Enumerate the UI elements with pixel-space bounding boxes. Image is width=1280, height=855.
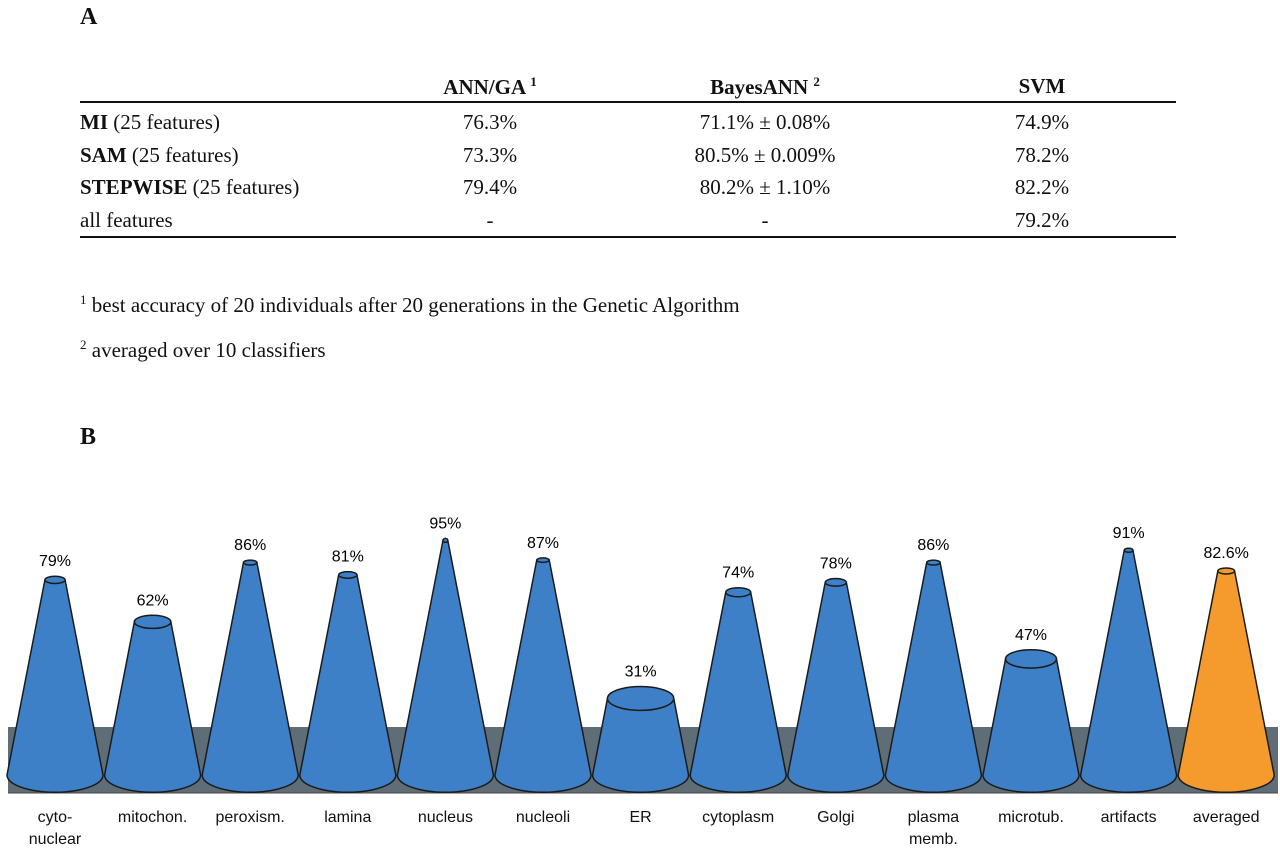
header-text: BayesANN — [710, 75, 809, 99]
x-tick-label: nucleus — [417, 809, 473, 826]
table-cell: 76.3% — [462, 110, 518, 134]
x-tick-label: cyto- nuclear — [28, 809, 82, 848]
cone-top — [442, 537, 449, 544]
column-header: BayesANN 2 — [645, 74, 885, 100]
cone-top — [337, 570, 358, 579]
panel-label: B — [80, 424, 97, 450]
cone-top — [724, 586, 752, 598]
cone — [494, 559, 592, 794]
cone-top — [1004, 649, 1058, 669]
value-label: 62% — [137, 592, 169, 609]
column-header: ANN/GA 1 — [370, 74, 610, 100]
value-label: 79% — [39, 553, 71, 570]
row-label-text: (25 features) — [192, 175, 300, 199]
x-tick-label: peroxism. — [215, 809, 285, 826]
table-cell: 73.3% — [462, 143, 518, 167]
footnote: 2 averaged over 10 classifiers — [80, 337, 326, 363]
cone-top — [606, 685, 675, 712]
value-label: 31% — [625, 664, 657, 681]
footnote-text: best accuracy of 20 individuals after 20… — [91, 293, 740, 317]
table-cell: 79.4% — [462, 175, 518, 199]
table-rule — [80, 236, 1176, 238]
header-sup: 1 — [530, 74, 537, 89]
x-tick-label: ER — [629, 809, 652, 826]
cone — [396, 539, 495, 794]
row-label: MI (25 features) — [80, 110, 220, 135]
table-cell: - — [486, 208, 494, 232]
table-rule — [80, 101, 1176, 103]
cone — [884, 561, 983, 794]
table-cell: - — [761, 208, 769, 232]
cone-top — [536, 557, 550, 564]
cone — [1079, 549, 1178, 794]
header-text: ANN/GA — [443, 75, 525, 99]
row-label: STEPWISE (25 features) — [80, 175, 299, 200]
x-tick-label: plasma memb. — [907, 809, 960, 848]
x-tick-label: cytoplasm — [702, 809, 775, 826]
x-tick-label: microtub. — [998, 809, 1064, 826]
table-cell: 80.5% ± 0.009% — [694, 143, 836, 167]
cone — [982, 658, 1080, 794]
table-cell: 80.2% ± 1.10% — [699, 175, 831, 199]
cone — [591, 697, 690, 794]
cone — [1177, 570, 1275, 794]
row-label-bold: MI — [80, 110, 108, 134]
x-tick-label: nucleoli — [515, 809, 571, 826]
value-label: 91% — [1113, 525, 1145, 542]
row-label-bold: SAM — [80, 143, 127, 167]
header-sup: 2 — [813, 74, 820, 89]
panel-label: A — [80, 4, 98, 30]
cone — [689, 591, 787, 794]
footnote-mark: 2 — [80, 337, 87, 352]
x-tick-label: lamina — [324, 809, 372, 826]
cone — [6, 579, 104, 794]
value-label: 86% — [917, 537, 949, 554]
footnote: 1 best accuracy of 20 individuals after … — [80, 292, 740, 318]
row-label-text: (25 features) — [113, 110, 220, 134]
value-label: 81% — [332, 549, 364, 566]
row-label-bold: STEPWISE — [80, 175, 188, 199]
table-cell: 74.9% — [1014, 110, 1070, 134]
value-label: 82.6% — [1204, 545, 1249, 562]
value-label: 95% — [429, 515, 461, 532]
cone-top — [1123, 547, 1134, 553]
table-cell: 71.1% ± 0.08% — [699, 110, 831, 134]
x-tick-label: mitochon. — [117, 809, 188, 826]
table-cell: 82.2% — [1014, 175, 1070, 199]
footnote-mark: 1 — [80, 292, 87, 307]
value-label: 47% — [1015, 627, 1047, 644]
cone-top — [44, 575, 66, 585]
cone — [103, 621, 202, 794]
cone-top — [1217, 567, 1236, 575]
value-label: 78% — [820, 556, 852, 573]
value-label: 74% — [722, 565, 754, 582]
cone-top — [133, 614, 172, 630]
cone — [299, 574, 397, 794]
value-label: 87% — [527, 535, 559, 552]
row-label: all features — [80, 208, 173, 233]
column-header: SVM — [922, 74, 1162, 99]
cone-top — [242, 559, 258, 566]
x-tick-label: Golgi — [817, 809, 855, 826]
footnote-text: averaged over 10 classifiers — [91, 338, 326, 362]
header-text: SVM — [1018, 74, 1066, 98]
row-label-text: all features — [80, 208, 173, 232]
value-label: 86% — [234, 537, 266, 554]
table-cell: 79.2% — [1014, 208, 1070, 232]
cone — [201, 561, 299, 794]
table-cell: 78.2% — [1014, 143, 1070, 167]
x-tick-label: artifacts — [1100, 809, 1157, 826]
cone-top — [925, 559, 941, 566]
cone — [787, 581, 885, 794]
cone-top — [824, 577, 848, 587]
row-label: SAM (25 features) — [80, 143, 239, 168]
x-tick-label: averaged — [1192, 809, 1260, 826]
row-label-text: (25 features) — [131, 143, 239, 167]
